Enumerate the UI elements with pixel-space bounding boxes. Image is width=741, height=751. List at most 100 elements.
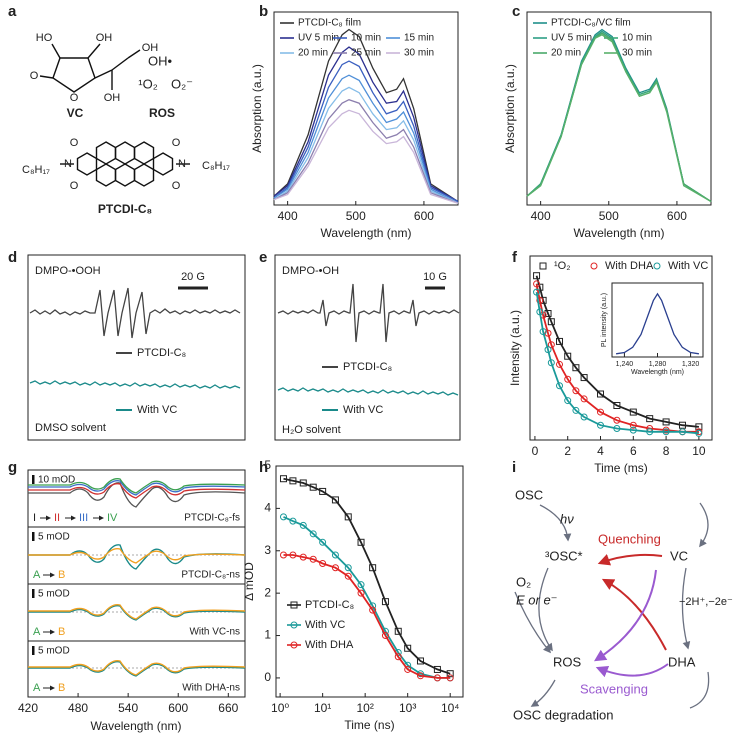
scavenging-arrow [593, 569, 657, 662]
panel-frame [274, 254, 461, 441]
x-tick-label: 10³ [399, 701, 416, 715]
legend-marker [290, 621, 298, 629]
x-tick-label: 500 [346, 209, 366, 223]
edge-label: Quenching [598, 531, 661, 546]
x-tick-label: 600 [414, 209, 434, 223]
bond [94, 69, 113, 79]
atom: OH [142, 42, 159, 54]
solvent-note: H₂O solvent [282, 424, 341, 436]
bond [39, 75, 54, 79]
edge-label: E or e⁻ [516, 592, 558, 607]
x-tick-label: 10² [356, 701, 373, 715]
plot-frame [526, 11, 712, 206]
data-point [556, 337, 564, 345]
node: ³OSC* [545, 548, 583, 563]
data-point [556, 382, 564, 390]
row-label: PTCDI-C₈-fs [184, 513, 240, 524]
series-line [615, 292, 700, 355]
arrow [538, 567, 553, 652]
panel-frame [27, 254, 246, 441]
x-tick-label: 6 [630, 444, 637, 458]
data-point [580, 395, 588, 403]
molecule-label: ROS [149, 106, 175, 120]
ros-species: O₂⁻ [171, 76, 193, 91]
series-line [526, 34, 712, 203]
node: DHA [668, 654, 696, 669]
legend-label: PTCDI-C₈/VC film [551, 18, 631, 29]
data-point [564, 375, 572, 383]
ring [114, 163, 136, 187]
panel-label: d [8, 249, 17, 266]
data-point [279, 513, 287, 521]
x-tick-label: 10¹ [314, 701, 331, 715]
data-point [299, 521, 307, 529]
data-point [369, 606, 377, 614]
x-tick-label: 1,280 [649, 361, 667, 368]
series-line [273, 60, 459, 203]
edge-label: −2H⁺,−2e⁻ [679, 596, 733, 608]
atom: O [70, 92, 79, 104]
data-point [331, 564, 339, 572]
data-point [433, 665, 441, 673]
x-tick-label: 400 [278, 209, 298, 223]
node: OSC [515, 487, 543, 502]
node: OSC degradation [513, 707, 613, 722]
vc-structure [39, 43, 141, 93]
edge-label: Scavenging [580, 681, 648, 696]
legend-label: UV 5 min [551, 33, 592, 44]
data-point [572, 387, 580, 395]
data-point [319, 487, 327, 495]
data-point [629, 408, 637, 416]
x-tick-label: 0 [532, 444, 539, 458]
legend-label: 30 min [622, 48, 652, 59]
legend-marker [539, 262, 547, 270]
data-point [564, 397, 572, 405]
scale-label: 5 mOD [38, 589, 70, 600]
x-axis-label: Wavelength (nm) [91, 719, 182, 733]
legend-label: PTCDI-C₈ [305, 599, 354, 611]
data-point [357, 581, 365, 589]
x-tick-label: 600 [168, 701, 188, 715]
ros-species: OH• [148, 53, 173, 68]
x-tick-label: 8 [663, 444, 670, 458]
x-tick-label: 540 [118, 701, 138, 715]
scale-label: 5 mOD [38, 646, 70, 657]
arrow [514, 591, 551, 654]
panel-label: c [512, 3, 520, 20]
legend-label: With VC [668, 260, 708, 272]
data-point [381, 632, 389, 640]
fit-line [535, 283, 699, 433]
panel-label: f [512, 249, 518, 266]
legend-label: With VC [305, 619, 345, 631]
ring [133, 141, 155, 165]
atom: N [178, 158, 186, 170]
edge-label: hν [560, 511, 574, 526]
data-point [446, 670, 454, 678]
data-point [394, 653, 402, 661]
bond [127, 49, 141, 59]
atom: N [64, 158, 72, 170]
atom: OH [104, 92, 121, 104]
data-point [597, 390, 605, 398]
bond [111, 57, 129, 71]
y-axis-label: Absorption (a.u.) [503, 64, 517, 153]
atom: O [172, 137, 181, 149]
scale-bar [32, 589, 35, 598]
panel-label: h [259, 459, 268, 476]
spectrum-trace [27, 547, 246, 564]
x-axis-label: Wavelength (nm) [574, 226, 665, 240]
x-axis-label: Time (ns) [344, 718, 394, 732]
ring [152, 152, 174, 176]
data-point [564, 352, 572, 360]
plot-frame [275, 465, 464, 698]
arrow [681, 567, 691, 650]
x-tick-label: 4 [597, 444, 604, 458]
legend-label: 10 min [351, 33, 381, 44]
legend-label: 25 min [351, 48, 381, 59]
series-line [273, 28, 459, 203]
data-point [357, 589, 365, 597]
data-point [319, 538, 327, 546]
transient-spectra: 10 mOD I II III IV PTCDI-C₈-fs 5 mOD A B… [18, 469, 246, 733]
legend-label: 15 min [404, 33, 434, 44]
fit-line [535, 291, 699, 435]
